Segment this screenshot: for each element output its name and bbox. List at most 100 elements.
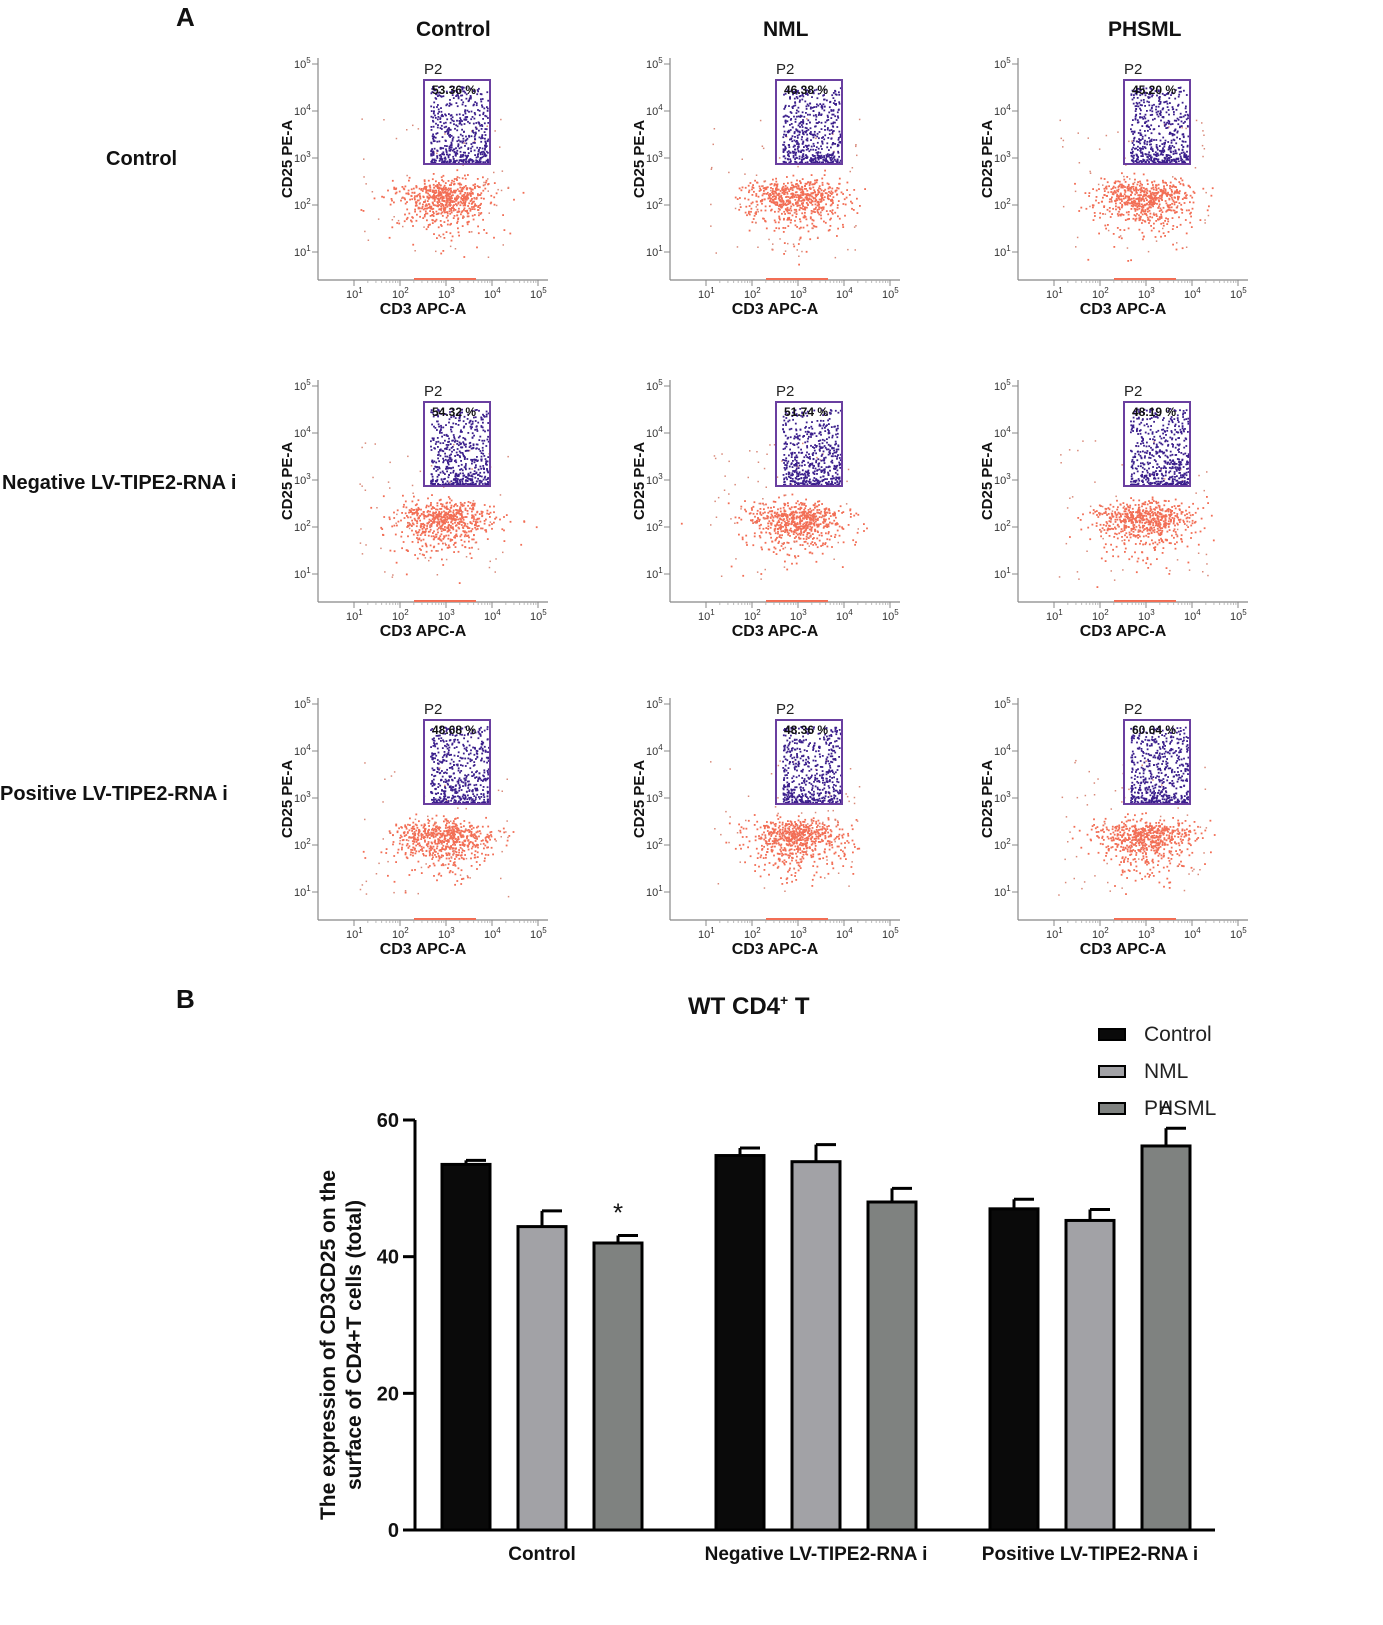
event-dot-ungated (1125, 211, 1128, 214)
event-dot-ungated (457, 518, 460, 521)
event-dot-ungated (775, 227, 778, 229)
event-dot-gated (433, 147, 436, 150)
event-dot-ungated (764, 188, 767, 191)
event-dot-sparse (798, 239, 801, 241)
event-dot-ungated (774, 221, 777, 224)
event-dot-ungated (455, 189, 458, 192)
event-dot-ungated (411, 541, 414, 543)
y-tick-label: 101 (994, 244, 1011, 259)
event-dot-gated (460, 160, 463, 163)
event-dot-ungated (370, 506, 373, 509)
event-dot-ungated (1109, 216, 1112, 218)
event-dot-ungated (483, 504, 486, 506)
event-dot-ungated (1152, 201, 1155, 203)
event-dot-ungated (475, 204, 478, 207)
event-dot-gated (1177, 103, 1180, 106)
event-dot-gated (468, 442, 471, 445)
event-dot-ungated (1167, 206, 1170, 209)
event-dot-sparse (1202, 130, 1204, 132)
event-dot-ungated (410, 195, 413, 197)
event-dot-gated (1175, 142, 1178, 145)
event-dot-ungated (774, 195, 777, 198)
event-dot-ungated (426, 527, 428, 530)
event-dot-gated (830, 159, 833, 162)
event-dot-gated (445, 448, 448, 450)
event-dot-gated (452, 120, 455, 123)
event-dot-gated (486, 110, 489, 112)
event-dot-gated (481, 483, 484, 485)
event-dot-ungated (449, 510, 452, 513)
event-dot-ungated (425, 545, 428, 548)
event-dot-gated (468, 421, 471, 424)
event-dot-gated (480, 467, 483, 470)
event-dot-ungated (1110, 198, 1112, 200)
event-dot-gated (1154, 90, 1157, 92)
event-dot-ungated (410, 524, 413, 527)
event-dot-ungated (421, 530, 424, 533)
event-dot-gated (1157, 154, 1160, 157)
event-dot-ungated (806, 194, 808, 197)
event-dot-ungated (428, 189, 430, 192)
event-dot-ungated (748, 213, 751, 216)
event-dot-gated (467, 148, 470, 150)
event-dot-ungated (486, 538, 489, 540)
event-dot-gated (794, 160, 796, 163)
event-dot-ungated (1152, 199, 1155, 202)
event-dot-gated (442, 450, 445, 453)
event-dot-gated (435, 132, 438, 135)
event-dot-ungated (503, 229, 506, 231)
event-dot-ungated (432, 211, 434, 213)
event-dot-ungated (1134, 204, 1136, 207)
event-dot-ungated (455, 195, 458, 198)
event-dot-gated (439, 158, 442, 161)
event-dot-gated (1142, 145, 1144, 148)
event-dot-gated (797, 89, 799, 92)
event-dot-ungated (751, 186, 754, 188)
event-dot-gated (457, 436, 460, 439)
event-dot-gated (464, 110, 466, 113)
event-dot-ungated (455, 511, 458, 514)
event-dot-gated (1186, 145, 1189, 148)
event-dot-gated (818, 137, 820, 140)
event-dot-gated (812, 161, 815, 164)
event-dot-sparse (791, 187, 794, 190)
event-dot-ungated (1178, 196, 1180, 198)
event-dot-ungated (789, 188, 792, 191)
event-dot-ungated (1140, 211, 1142, 214)
event-dot-ungated (752, 218, 755, 220)
event-dot-ungated (455, 524, 457, 527)
event-dot-gated (1152, 118, 1154, 121)
event-dot-gated (806, 103, 809, 106)
event-dot-ungated (477, 206, 479, 208)
event-dot-gated (1165, 123, 1167, 126)
event-dot-ungated (434, 196, 437, 198)
event-dot-gated (1164, 139, 1167, 142)
event-dot-ungated (441, 187, 444, 190)
event-dot-gated (1137, 121, 1140, 124)
event-dot-sparse (367, 239, 370, 241)
event-dot-ungated (436, 187, 439, 189)
event-dot-ungated (821, 184, 824, 186)
event-dot-gated (478, 136, 481, 139)
event-dot-gated (455, 147, 457, 150)
event-dot-gated (796, 157, 798, 159)
event-dot-gated (459, 156, 462, 158)
event-dot-ungated (429, 544, 432, 547)
event-dot-ungated (467, 504, 469, 507)
event-dot-gated (1179, 86, 1182, 89)
event-dot-ungated (1145, 194, 1147, 196)
event-dot-ungated (440, 212, 443, 215)
event-dot-gated (483, 107, 486, 110)
event-dot-ungated (818, 213, 821, 216)
event-dot-ungated (460, 521, 463, 523)
event-dot-ungated (464, 509, 467, 511)
event-dot-gated (789, 96, 791, 99)
event-dot-ungated (417, 193, 420, 196)
event-dot-gated (448, 437, 450, 440)
event-dot-ungated (414, 208, 416, 211)
event-dot-ungated (1155, 189, 1158, 191)
event-dot-ungated (785, 196, 787, 198)
event-dot-gated (1154, 161, 1157, 164)
event-dot-ungated (1124, 197, 1127, 199)
event-dot-ungated (1126, 176, 1129, 178)
